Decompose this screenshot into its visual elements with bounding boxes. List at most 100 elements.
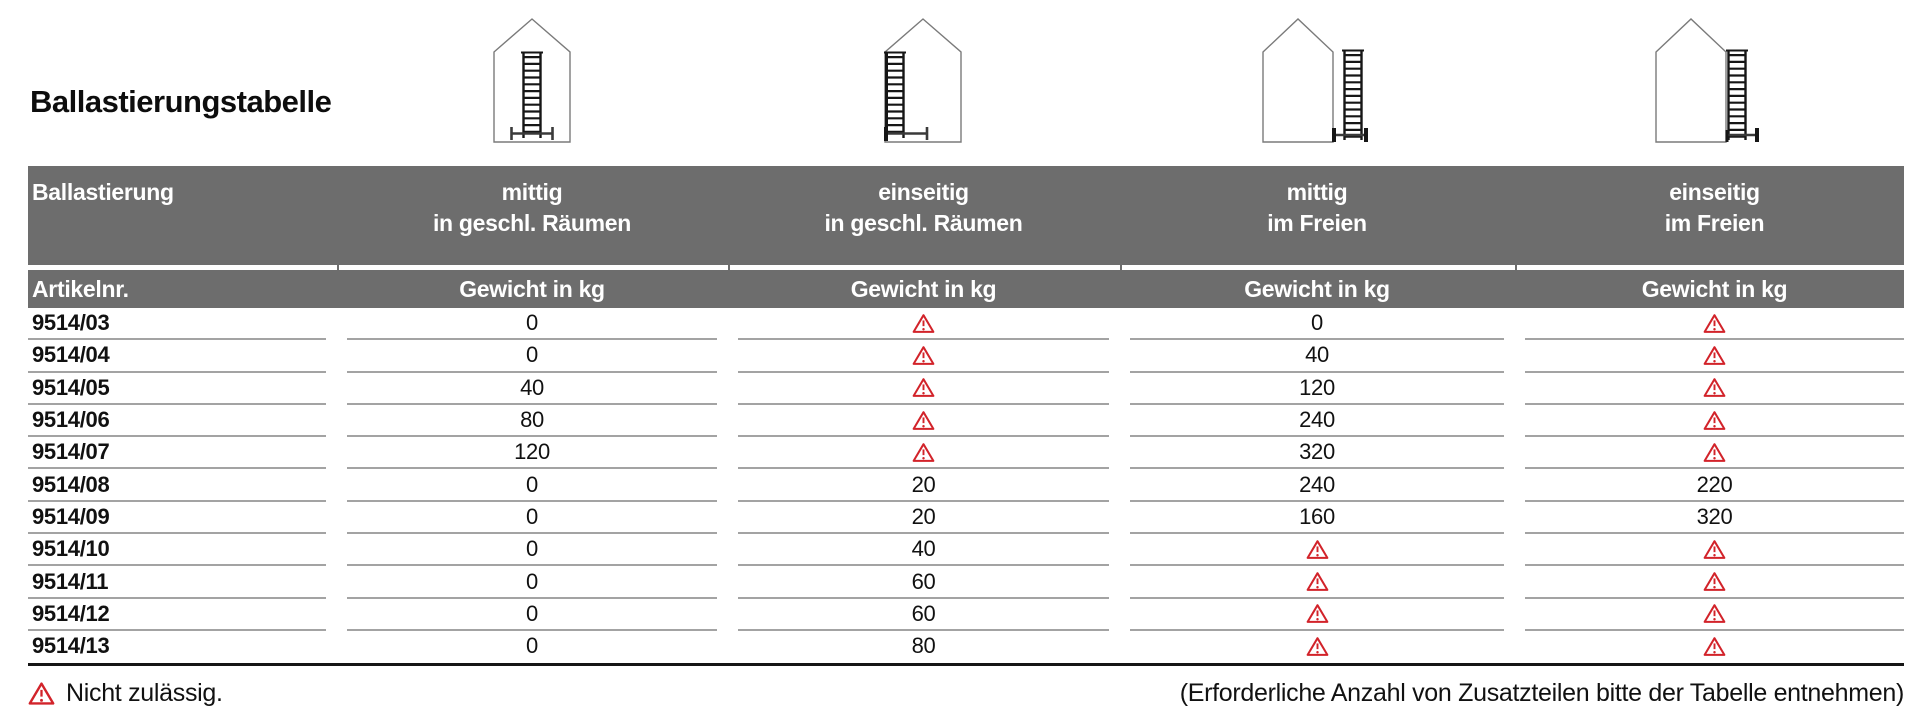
article-number: 9514/04 — [28, 340, 326, 373]
weight-cell-einseitig-indoor — [738, 373, 1109, 405]
weight-cell-mittig-outdoor: 0 — [1130, 308, 1504, 341]
warning-triangle-icon — [1703, 636, 1726, 656]
legend-warning: Nicht zulässig. — [28, 679, 223, 708]
weight-cell-einseitig-indoor — [738, 308, 1109, 341]
article-number: 9514/03 — [28, 308, 326, 341]
table-body: 9514/03 0 0 9514/04 0 40 9514/05 — [28, 308, 1904, 663]
table-footer: Nicht zulässig. (Erforderliche Anzahl vo… — [28, 676, 1904, 710]
subheader-gewicht-label: Gewicht in kg — [850, 275, 997, 302]
subheader-gewicht-label: Gewicht in kg — [459, 275, 605, 302]
table-row: 9514/10 0 40 — [28, 534, 1904, 567]
warning-triangle-icon — [912, 346, 935, 365]
warning-triangle-icon — [1703, 410, 1726, 430]
warning-triangle-icon — [1703, 604, 1726, 624]
weight-cell-einseitig-indoor — [738, 405, 1109, 438]
weight-cell-einseitig-outdoor: 220 — [1525, 469, 1904, 502]
house-ladder-centered-indoor-icon — [493, 18, 571, 143]
weight-cell-einseitig-outdoor — [1525, 534, 1904, 567]
weight-cell-einseitig-indoor: 80 — [911, 633, 936, 659]
weight-cell-mittig-indoor: 0 — [347, 534, 717, 567]
warning-triangle-icon — [912, 410, 935, 430]
weight-cell-einseitig-indoor — [738, 340, 1109, 373]
weight-cell-einseitig-outdoor — [1525, 631, 1904, 663]
house-ladder-side-indoor-icon — [884, 18, 962, 143]
table-row: 9514/09 0 20 160 320 — [28, 502, 1904, 535]
warning-triangle-icon — [912, 313, 935, 333]
warning-triangle-icon — [1703, 443, 1726, 462]
subheader-artikelnr-label: Artikelnr. — [32, 275, 129, 302]
article-number: 9514/06 — [28, 405, 326, 438]
warning-triangle-icon — [1306, 572, 1328, 591]
weight-cell-mittig-indoor: 0 — [347, 566, 717, 599]
weight-cell-mittig-outdoor: 240 — [1130, 405, 1504, 438]
table-row: 9514/03 0 0 — [28, 308, 1904, 341]
weight-cell-einseitig-indoor: 60 — [738, 599, 1109, 631]
warning-triangle-icon — [1306, 604, 1328, 624]
weight-cell-einseitig-indoor: 40 — [738, 534, 1109, 567]
warning-triangle-icon — [1306, 636, 1328, 656]
weight-cell-einseitig-outdoor — [1525, 437, 1904, 470]
weight-cell-mittig-outdoor — [1130, 631, 1504, 663]
weight-cell-mittig-outdoor: 240 — [1130, 469, 1504, 502]
weight-cell-mittig-indoor: 0 — [347, 599, 717, 631]
warning-triangle-icon — [912, 443, 935, 462]
table-row: 9514/04 0 40 — [28, 340, 1904, 373]
table-row: 9514/08 0 20 240 220 — [28, 469, 1904, 502]
weight-cell-einseitig-outdoor — [1525, 405, 1904, 438]
warning-triangle-icon — [1703, 346, 1726, 365]
weight-cell-mittig-outdoor — [1130, 566, 1504, 599]
warning-triangle-icon — [1306, 539, 1328, 559]
table-note: (Erforderliche Anzahl von Zusatzteilen b… — [1179, 678, 1905, 707]
header-divider — [28, 265, 1904, 270]
weight-cell-mittig-outdoor: 40 — [1130, 340, 1504, 373]
weight-cell-einseitig-indoor: 20 — [738, 469, 1109, 502]
weight-cell-mittig-indoor: 80 — [347, 405, 717, 438]
table-subheader-row: Artikelnr. Gewicht in kg Gewicht in kg G… — [28, 270, 1904, 308]
weight-cell-mittig-outdoor: 160 — [1130, 502, 1504, 535]
weight-cell-mittig-indoor: 0 — [526, 633, 538, 659]
article-number: 9514/05 — [28, 373, 326, 405]
weight-cell-mittig-indoor: 40 — [347, 373, 717, 405]
article-number: 9514/11 — [28, 566, 326, 599]
subheader-gewicht-label: Gewicht in kg — [1244, 275, 1390, 302]
weight-cell-mittig-outdoor: 120 — [1130, 373, 1504, 405]
weight-cell-einseitig-outdoor: 320 — [1525, 502, 1904, 535]
weight-cell-mittig-indoor: 0 — [347, 469, 717, 502]
weight-cell-mittig-outdoor — [1130, 534, 1504, 567]
article-number: 9514/09 — [28, 502, 326, 535]
weight-cell-mittig-indoor: 120 — [347, 437, 717, 470]
warning-triangle-icon — [28, 681, 55, 705]
weight-cell-einseitig-outdoor — [1525, 308, 1904, 341]
weight-cell-mittig-indoor: 0 — [347, 502, 717, 535]
article-number: 9514/07 — [28, 437, 326, 470]
article-number: 9514/10 — [28, 534, 326, 567]
weight-cell-einseitig-outdoor — [1525, 599, 1904, 631]
weight-cell-einseitig-indoor: 60 — [738, 566, 1109, 599]
header-ballastierung-label: Ballastierung — [32, 179, 174, 205]
weight-cell-einseitig-outdoor — [1525, 340, 1904, 373]
table-row: 9514/07 120 320 — [28, 437, 1904, 470]
house-ladder-centered-outdoor-icon — [1262, 18, 1368, 143]
column-header-einseitig-outdoor: einseitig im Freien — [1664, 179, 1765, 236]
weight-cell-einseitig-outdoor — [1525, 566, 1904, 599]
table-row: 9514/12 0 60 — [28, 599, 1904, 631]
subheader-gewicht-label: Gewicht in kg — [1641, 275, 1788, 302]
warning-triangle-icon — [1703, 572, 1726, 591]
weight-cell-einseitig-outdoor — [1525, 373, 1904, 405]
house-ladder-side-outdoor-icon — [1655, 18, 1759, 143]
column-header-mittig-indoor: mittig in geschl. Räumen — [432, 179, 632, 236]
table-row: 9514/06 80 240 — [28, 405, 1904, 438]
weight-cell-einseitig-indoor: 20 — [738, 502, 1109, 535]
table-header-row: Ballastierung mittig in geschl. Räumen e… — [28, 166, 1904, 265]
weight-cell-mittig-indoor: 0 — [347, 340, 717, 373]
weight-cell-mittig-indoor: 0 — [347, 308, 717, 341]
table-row: 9514/05 40 120 — [28, 373, 1904, 405]
table-row: 9514/11 0 60 — [28, 566, 1904, 599]
weight-cell-mittig-outdoor — [1130, 599, 1504, 631]
table-row: 9514/13 0 80 — [28, 631, 1904, 663]
article-number: 9514/08 — [28, 469, 326, 502]
warning-triangle-icon — [912, 378, 935, 398]
weight-cell-einseitig-indoor — [738, 437, 1109, 470]
column-header-mittig-outdoor: mittig im Freien — [1267, 179, 1367, 236]
